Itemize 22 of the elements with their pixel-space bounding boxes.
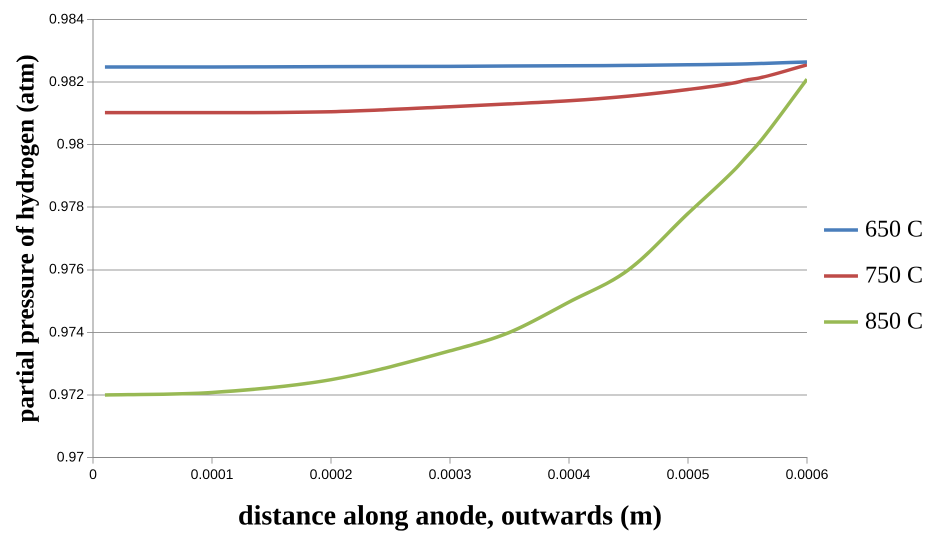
x-tick-label: 0.0003 xyxy=(428,466,472,482)
legend-label: 850 C xyxy=(864,308,924,334)
y-tick-label: 0.978 xyxy=(48,198,84,214)
legend-label: 750 C xyxy=(864,262,924,288)
x-tick-label: 0.0005 xyxy=(666,466,710,482)
x-tick-label: 0.0006 xyxy=(786,466,829,482)
x-tick-label: 0.0001 xyxy=(190,466,234,482)
y-tick-label: 0.972 xyxy=(48,386,84,402)
y-tick-label: 0.976 xyxy=(48,260,84,277)
x-tick-label: 0 xyxy=(89,466,98,482)
x-axis-title: distance along anode, outwards (m) xyxy=(238,500,662,532)
y-tick-label: 0.97 xyxy=(56,448,84,464)
y-tick-label: 0.984 xyxy=(48,10,84,26)
line-series xyxy=(103,77,807,397)
line-series xyxy=(103,63,807,114)
legend-label: 650 C xyxy=(864,216,924,242)
x-tick-label: 0.0004 xyxy=(548,466,591,482)
y-tick-label: 0.982 xyxy=(48,72,84,89)
y-axis-title: partial pressure of hydrogen (atm) xyxy=(12,54,40,423)
x-tick-label: 0.0002 xyxy=(310,466,353,482)
y-tick-label: 0.98 xyxy=(56,135,84,152)
y-tick-label: 0.974 xyxy=(48,323,84,340)
